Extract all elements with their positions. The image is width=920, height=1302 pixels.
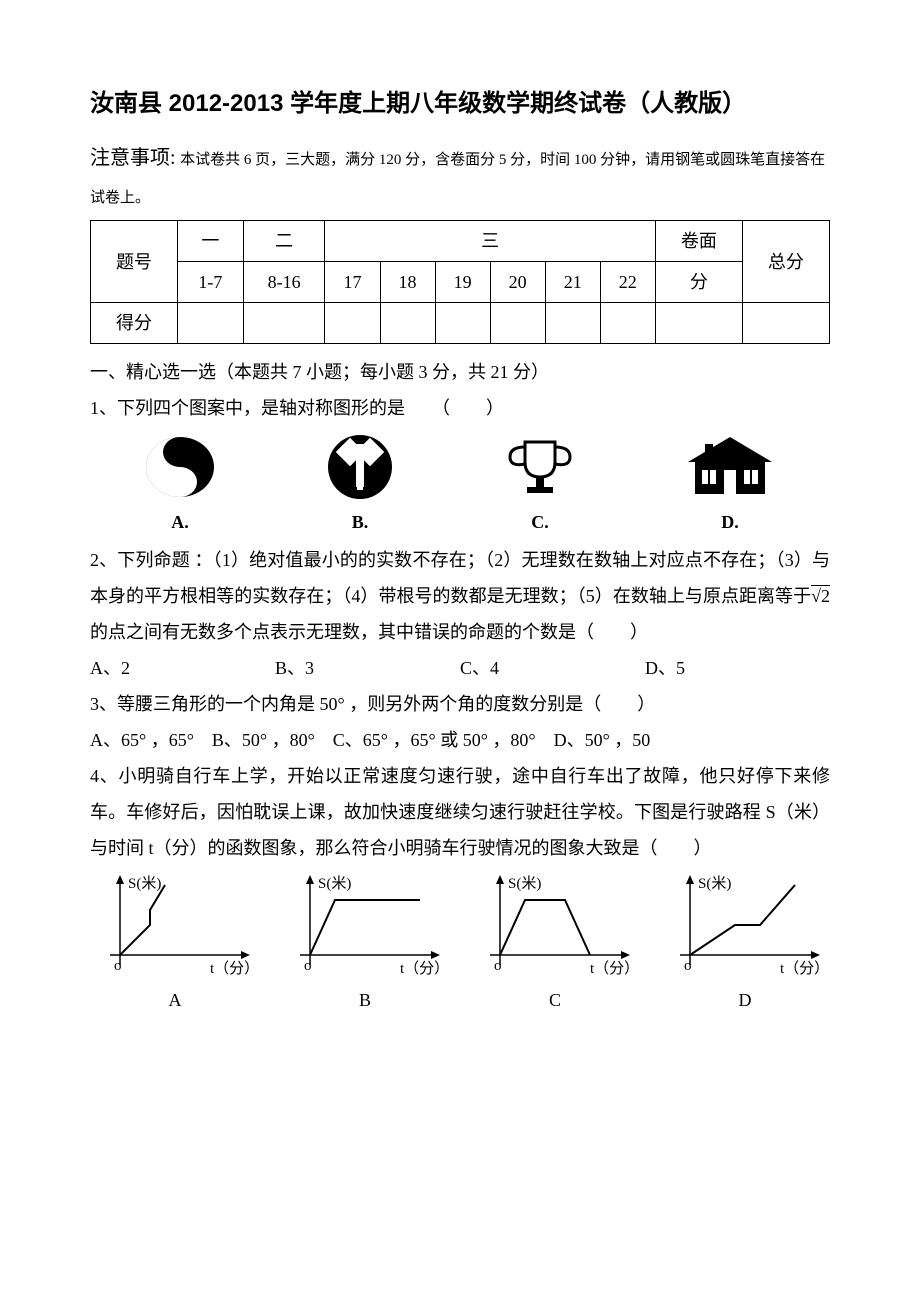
page-title: 汝南县 2012-2013 学年度上期八年级数学期终试卷（人教版） — [90, 80, 830, 128]
q2-opt-b: B、3 — [275, 650, 460, 686]
chart-d-label: D — [660, 982, 830, 1018]
q1-label-b: B. — [320, 504, 400, 540]
th-juanmian: 卷面 — [655, 221, 742, 262]
th-two: 二 — [243, 221, 325, 262]
chart-a-label: A — [90, 982, 260, 1018]
blank-cell — [243, 303, 325, 344]
th-one: 一 — [178, 221, 244, 262]
score-table: 题号 一 二 三 卷面 总分 1-7 8-16 17 18 19 20 21 2… — [90, 220, 830, 344]
th-three: 三 — [325, 221, 655, 262]
th-tihao: 题号 — [91, 221, 178, 303]
th-defen: 得分 — [91, 303, 178, 344]
q1-options: A. B. C. D. — [90, 432, 830, 540]
q2-opt-a: A、2 — [90, 650, 275, 686]
q1-text: 1、下列四个图案中，是轴对称图形的是 （ ） — [90, 390, 830, 426]
notice-text: 本试卷共 6 页，三大题，满分 120 分，含卷面分 5 分，时间 100 分钟… — [90, 152, 825, 206]
q2-opt-d: D、5 — [645, 650, 830, 686]
svg-text:o: o — [304, 958, 312, 974]
svg-text:o: o — [494, 958, 502, 974]
cell-21: 21 — [545, 262, 600, 303]
blank-cell — [655, 303, 742, 344]
q1-label-d: D. — [680, 504, 780, 540]
xlabel: t（分） — [210, 960, 259, 977]
svg-text:o: o — [684, 958, 692, 974]
svg-text:S(米): S(米) — [698, 875, 731, 892]
q4-text: 4、小明骑自行车上学，开始以正常速度匀速行驶，途中自行车出了故障，他只好停下来修… — [90, 758, 830, 866]
svg-text:t（分）: t（分） — [590, 960, 639, 977]
th-zongfen: 总分 — [742, 221, 829, 303]
chart-a: S(米) o t（分） A — [90, 870, 260, 1018]
origin: o — [114, 958, 122, 974]
house-icon — [680, 432, 780, 502]
q4-charts: S(米) o t（分） A S(米) o t（分） B S(米) o t（分） — [90, 870, 830, 1018]
svg-text:t（分）: t（分） — [780, 960, 829, 977]
sqrt2: √2 — [811, 585, 830, 606]
q1-option-a: A. — [140, 432, 220, 540]
chart-b-label: B — [280, 982, 450, 1018]
ylabel: S(米) — [128, 875, 161, 892]
q1-label-a: A. — [140, 504, 220, 540]
cell-17: 17 — [325, 262, 380, 303]
blank-cell — [178, 303, 244, 344]
chart-d: S(米) o t（分） D — [660, 870, 830, 1018]
yinyang-icon — [140, 432, 220, 502]
svg-text:S(米): S(米) — [318, 875, 351, 892]
arrow-sign-icon — [320, 432, 400, 502]
cell-1-7: 1-7 — [178, 262, 244, 303]
q2-part1: 2、下列命题 ：（1）绝对值最小的的实数不存在；（2）无理数在数轴上对应点不存在… — [90, 550, 830, 606]
blank-cell — [545, 303, 600, 344]
q1-option-c: C. — [500, 432, 580, 540]
blank-cell — [490, 303, 545, 344]
trophy-icon — [500, 432, 580, 502]
q3-text: 3、等腰三角形的一个内角是 50° ，则另外两个角的度数分别是（ ） — [90, 686, 830, 722]
q2-opt-c: C、4 — [460, 650, 645, 686]
cell-8-16: 8-16 — [243, 262, 325, 303]
blank-cell — [435, 303, 490, 344]
q2-text: 2、下列命题 ：（1）绝对值最小的的实数不存在；（2）无理数在数轴上对应点不存在… — [90, 542, 830, 650]
section1-heading: 一、精心选一选（本题共 7 小题；每小题 3 分，共 21 分） — [90, 354, 830, 390]
blank-cell — [380, 303, 435, 344]
q1-option-d: D. — [680, 432, 780, 540]
svg-text:S(米): S(米) — [508, 875, 541, 892]
blank-cell — [742, 303, 829, 344]
q1-option-b: B. — [320, 432, 400, 540]
cell-fen: 分 — [655, 262, 742, 303]
notice-label: 注意事项: — [90, 147, 176, 169]
q2-part2: 的点之间有无数多个点表示无理数，其中错误的命题的个数是（ ） — [90, 622, 648, 642]
cell-18: 18 — [380, 262, 435, 303]
q2-options: A、2 B、3 C、4 D、5 — [90, 650, 830, 686]
chart-b: S(米) o t（分） B — [280, 870, 450, 1018]
blank-cell — [600, 303, 655, 344]
svg-text:t（分）: t（分） — [400, 960, 449, 977]
notice: 注意事项: 本试卷共 6 页，三大题，满分 120 分，含卷面分 5 分，时间 … — [90, 138, 830, 214]
cell-19: 19 — [435, 262, 490, 303]
chart-c: S(米) o t（分） C — [470, 870, 640, 1018]
q3-options: A、65° ，65° B、50° ，80° C、65° ，65° 或 50° ，… — [90, 722, 830, 758]
blank-cell — [325, 303, 380, 344]
q1-label-c: C. — [500, 504, 580, 540]
cell-20: 20 — [490, 262, 545, 303]
chart-c-label: C — [470, 982, 640, 1018]
cell-22: 22 — [600, 262, 655, 303]
